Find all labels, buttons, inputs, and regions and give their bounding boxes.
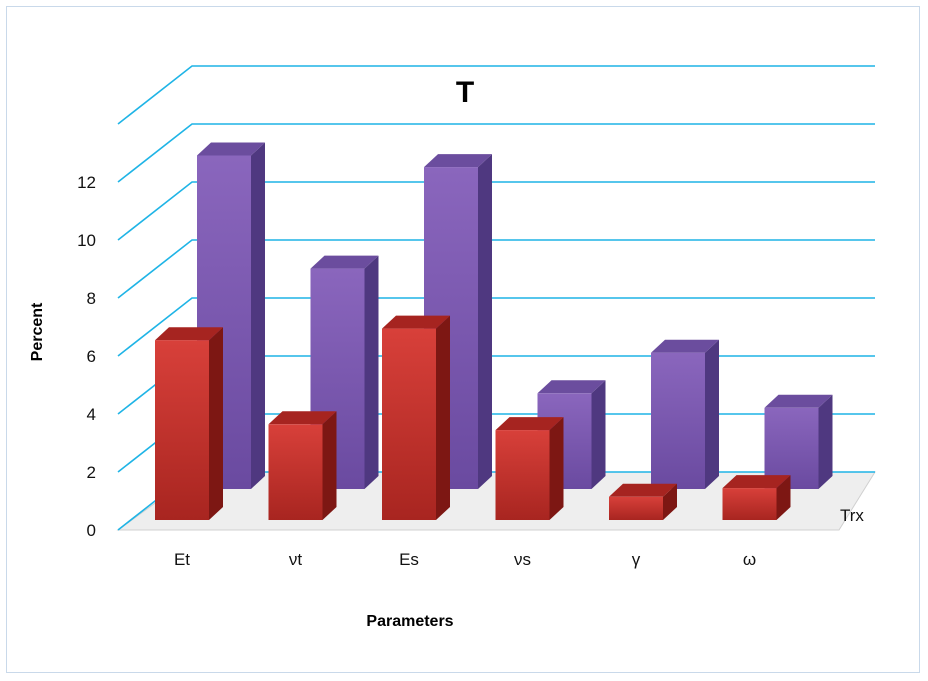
- x-tick-label: γ: [632, 550, 641, 569]
- x-tick-label: Et: [174, 550, 190, 569]
- bar-front-4-top: [609, 483, 677, 497]
- y-axis-title: Percent: [29, 302, 46, 361]
- bar-back-4-top: [651, 339, 719, 353]
- y-tick-label: 10: [77, 231, 96, 250]
- bar-front-5-top: [722, 475, 791, 489]
- bar-front-5-side: [776, 475, 791, 520]
- bar-front-0-top: [155, 327, 223, 341]
- x-tick-label: νs: [514, 550, 531, 569]
- bar-back-1-side: [364, 255, 379, 489]
- bar-front-1: [268, 411, 337, 520]
- bar-front-5-front: [722, 488, 777, 520]
- y-tick-label: 0: [87, 521, 96, 540]
- bar-back-3-side: [591, 380, 606, 489]
- bar-back-1-top: [310, 255, 379, 269]
- x-tick-label: Es: [399, 550, 419, 569]
- gridline: [117, 123, 875, 183]
- y-tick-label: 8: [87, 289, 96, 308]
- bar-front-1-side: [322, 411, 337, 520]
- bar-back-4-front: [651, 352, 705, 489]
- bar-back-2-side: [478, 154, 492, 489]
- chart-title: T: [456, 76, 474, 109]
- bar-back-5-top: [764, 394, 833, 408]
- bar-front-3-side: [549, 417, 564, 520]
- y-tick-label: 4: [87, 405, 96, 424]
- bar-front-3: [495, 417, 564, 520]
- series-label-trx: Trx: [840, 506, 864, 525]
- bar-front-4-front: [609, 496, 663, 520]
- bar-back-5-side: [818, 394, 833, 489]
- bar-front-5: [722, 475, 791, 520]
- bar-back-3-top: [537, 380, 606, 394]
- gridline: [117, 297, 875, 357]
- bar-front-4-side: [663, 483, 677, 520]
- gridline: [117, 239, 875, 299]
- bar-front-2-front: [382, 328, 436, 520]
- bar-front-4: [609, 483, 677, 520]
- bar-front-1-top: [268, 411, 337, 425]
- gridline: [117, 181, 875, 241]
- bar-back-0-side: [251, 142, 265, 489]
- bar-back-0-top: [197, 142, 265, 156]
- y-tick-label: 12: [77, 173, 96, 192]
- bar-back-2-top: [424, 154, 492, 168]
- bar-back-5: [764, 394, 833, 489]
- bar-back-4-side: [705, 339, 719, 489]
- bar-front-1-front: [268, 424, 323, 520]
- x-tick-label: ω: [743, 550, 756, 569]
- x-axis-title: Parameters: [366, 613, 453, 630]
- x-tick-label: νt: [289, 550, 303, 569]
- bar-front-3-front: [495, 430, 550, 520]
- y-tick-label: 2: [87, 463, 96, 482]
- bar-front-0-front: [155, 340, 209, 520]
- bar-front-3-top: [495, 417, 564, 431]
- y-tick-label: 6: [87, 347, 96, 366]
- bar-front-2-top: [382, 315, 450, 329]
- bar-back-4: [651, 339, 719, 489]
- bar-front-2-side: [436, 315, 450, 520]
- bar-front-0-side: [209, 327, 223, 520]
- bar-front-0: [155, 327, 223, 520]
- bar-front-2: [382, 315, 450, 520]
- gridline: [117, 65, 875, 125]
